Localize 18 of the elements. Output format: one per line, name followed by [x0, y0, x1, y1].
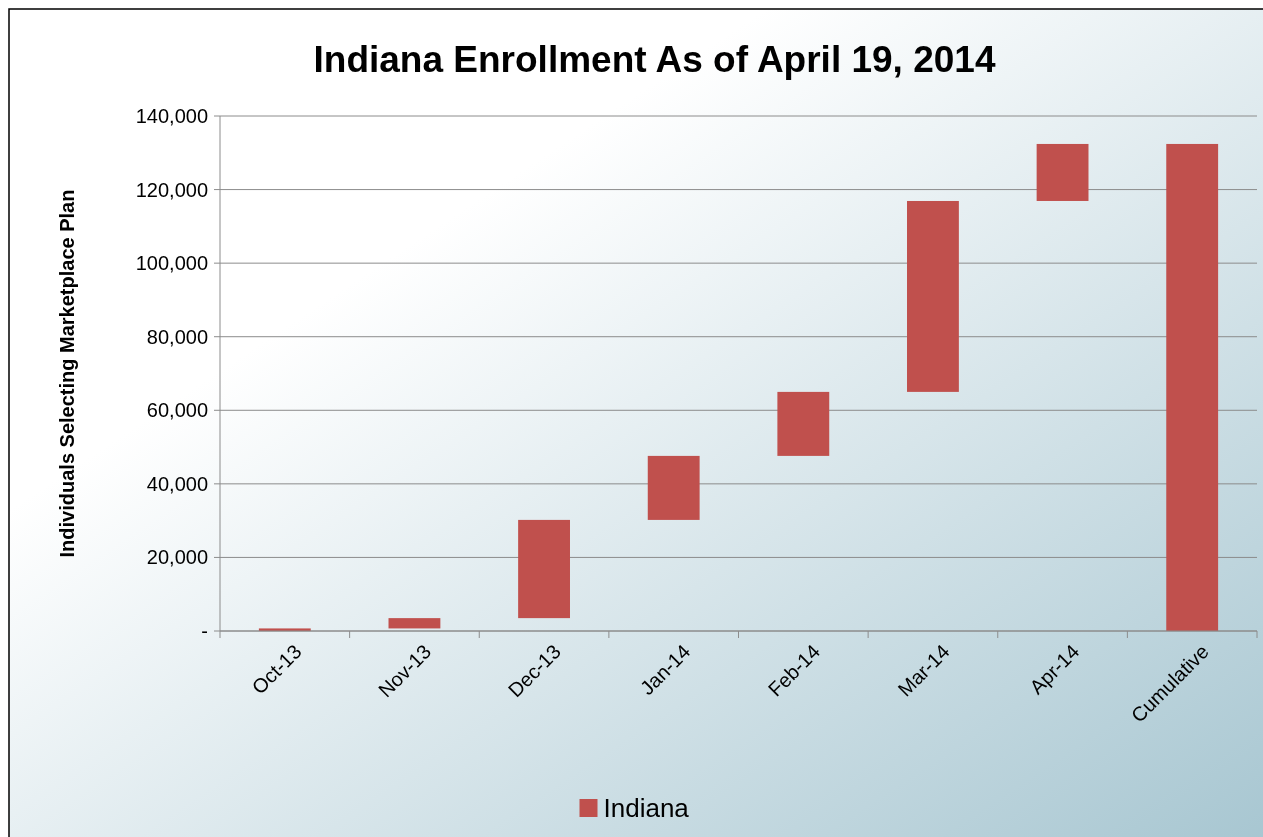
y-tick-label: 20,000 [146, 546, 208, 569]
y-tick-label: 120,000 [135, 178, 208, 201]
bar [518, 519, 570, 619]
bar [388, 618, 441, 629]
y-tick-label: 80,000 [146, 325, 208, 348]
y-tick-label: 60,000 [146, 399, 208, 422]
y-tick-label: - [201, 620, 208, 642]
bar [1036, 143, 1089, 201]
bar [907, 200, 959, 392]
chart-title: Indiana Enrollment As of April 19, 2014 [313, 39, 996, 80]
bar [1166, 143, 1219, 631]
y-axis-title: Individuals Selecting Marketplace Plan [56, 189, 78, 558]
y-tick-label: 100,000 [135, 252, 208, 275]
y-tick-label: 40,000 [146, 472, 208, 495]
bar [777, 391, 830, 456]
y-tick-label: 140,000 [135, 105, 208, 127]
legend-label: Indiana [603, 793, 690, 824]
bar [647, 455, 700, 520]
